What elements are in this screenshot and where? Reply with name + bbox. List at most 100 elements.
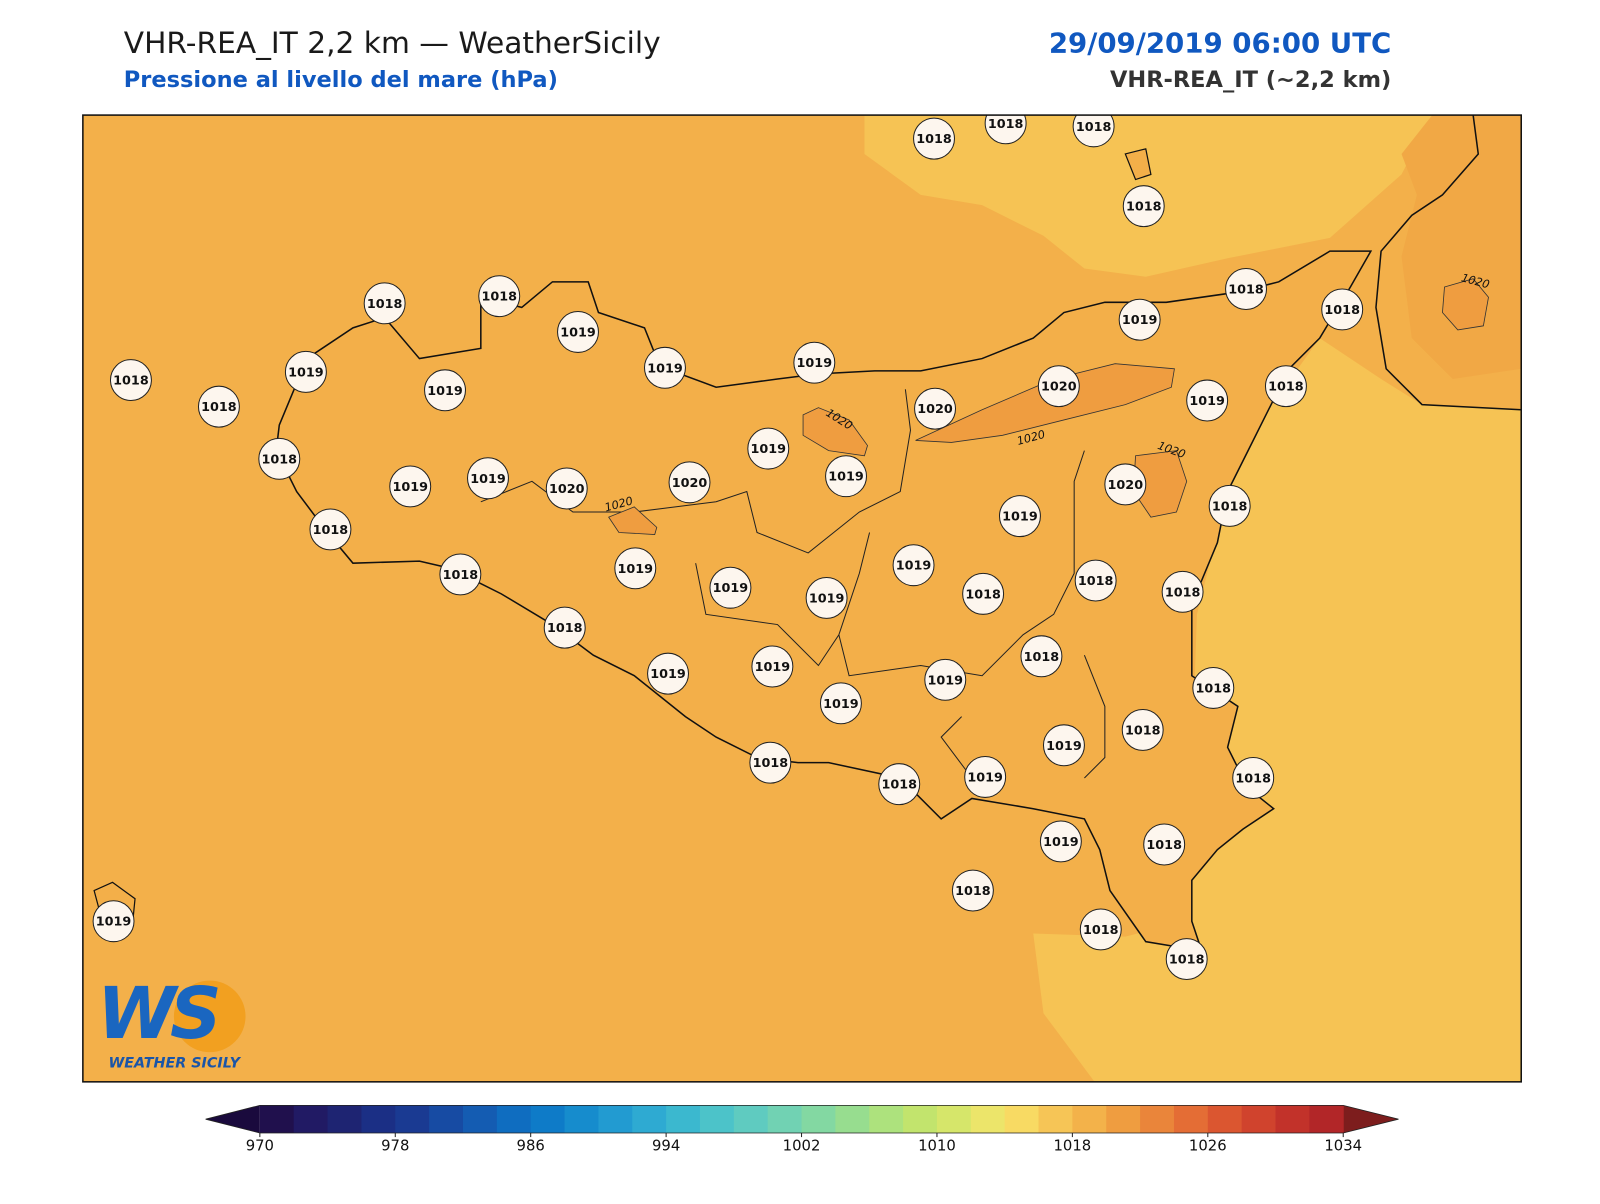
- station-value: 1018: [988, 117, 1024, 132]
- station: 1018: [951, 869, 994, 912]
- station: 1019: [614, 547, 657, 590]
- colorbar-bin: [1004, 1105, 1040, 1133]
- station-marker: [998, 495, 1041, 538]
- colorbar-bin: [361, 1105, 396, 1133]
- station-value: 1019: [288, 365, 324, 380]
- station-value: 1018: [1235, 772, 1271, 787]
- contour-area: [915, 363, 1175, 443]
- station-marker: [1186, 379, 1229, 422]
- colorbar-bin: [564, 1105, 599, 1133]
- station-marker: [1225, 268, 1268, 310]
- colorbar-extend-low: [205, 1105, 260, 1133]
- station: 1018: [1072, 115, 1115, 148]
- station-value: 1019: [797, 356, 833, 371]
- station-value: 1019: [823, 697, 859, 712]
- station-value: 1019: [751, 442, 787, 457]
- datetime: 29/09/2019 06:00 UTC: [1049, 27, 1391, 60]
- station: 1019: [92, 900, 135, 943]
- station-value: 1020: [1108, 478, 1144, 493]
- colorbar-bin: [496, 1105, 532, 1133]
- colorbar-tick-label: 1026: [1189, 1137, 1227, 1154]
- station-marker: [557, 310, 599, 353]
- station-value: 1018: [1228, 283, 1264, 298]
- station-value: 1018: [367, 297, 403, 312]
- station: 1018: [1165, 938, 1208, 981]
- station: 1020: [668, 461, 711, 504]
- station-value: 1019: [392, 480, 428, 495]
- station-value: 1018: [1324, 303, 1360, 318]
- station: 1019: [557, 310, 599, 353]
- station: 1019: [924, 658, 967, 701]
- station: 1018: [984, 115, 1027, 145]
- station-value: 1018: [262, 452, 298, 467]
- station-marker: [614, 547, 657, 590]
- station: 1019: [805, 576, 848, 619]
- station-value: 1019: [809, 591, 845, 606]
- station: 1018: [1225, 268, 1268, 310]
- station-marker: [1079, 908, 1122, 951]
- map: 1018 1018 1018 1018 1018 1018 1019 1019 1019 1019…: [82, 115, 1522, 1082]
- station-marker: [1122, 185, 1165, 228]
- colorbar-extend-high: [1343, 1105, 1399, 1133]
- colorbar-tick-label: 1010: [918, 1137, 956, 1154]
- station: 1018: [478, 275, 521, 318]
- station-marker: [545, 467, 588, 510]
- station-value: 1018: [1165, 585, 1201, 600]
- station: 1019: [424, 369, 466, 412]
- station: 1019: [1042, 724, 1085, 767]
- station-marker: [1020, 635, 1063, 678]
- station: 1018: [197, 385, 240, 428]
- station: 1019: [709, 566, 752, 609]
- station: 1018: [878, 763, 921, 806]
- logo: WS WEATHER SICILY: [97, 972, 246, 1071]
- map-frame: [82, 114, 1522, 1083]
- station: 1020: [1104, 463, 1147, 506]
- calabria-coastline: [1375, 115, 1522, 411]
- station-value: 1020: [672, 476, 708, 491]
- station-value: 1018: [753, 756, 789, 771]
- station-marker: [1039, 820, 1082, 863]
- station: 1018: [962, 572, 1005, 615]
- colorbar-tick-label: 1018: [1054, 1137, 1092, 1154]
- colorbar-bin: [936, 1105, 972, 1133]
- station-marker: [284, 350, 327, 393]
- station-marker: [389, 465, 432, 508]
- station-value: 1018: [1268, 380, 1304, 395]
- station-marker: [749, 741, 792, 784]
- station: 1020: [914, 387, 957, 430]
- station-marker: [793, 341, 836, 384]
- station-marker: [1074, 559, 1117, 602]
- station-value: 1019: [618, 562, 654, 577]
- station: 1018: [258, 437, 301, 480]
- station: 1019: [1039, 820, 1082, 863]
- colorbar-bin: [835, 1105, 870, 1133]
- station-value: 1018: [955, 884, 991, 899]
- station-marker: [309, 508, 352, 551]
- stations: 1018 1018 1018 1018 1018 1018 1019 1019 1019 1019…: [92, 115, 1364, 981]
- station-value: 1018: [1024, 650, 1060, 665]
- station: 1019: [751, 645, 794, 688]
- station-marker: [892, 544, 935, 587]
- station-value: 1019: [1002, 510, 1038, 525]
- station: 1018: [1121, 708, 1164, 751]
- station-value: 1018: [1078, 574, 1114, 589]
- station-marker: [668, 461, 711, 504]
- station: 1019: [1118, 298, 1161, 341]
- station-marker: [1161, 570, 1204, 613]
- station-marker: [1264, 365, 1307, 408]
- station: 1019: [389, 465, 432, 508]
- colorbar: 970 978 986 994 1002 1010 1018 1026 1034: [205, 1104, 1399, 1154]
- colorbar-bin: [699, 1105, 735, 1133]
- station-value: 1019: [1046, 739, 1082, 754]
- station-value: 1019: [1189, 394, 1225, 409]
- station-value: 1018: [443, 568, 479, 583]
- station-marker: [109, 359, 152, 402]
- colorbar-bin: [1106, 1105, 1141, 1133]
- station-value: 1019: [1122, 313, 1158, 328]
- station: 1018: [109, 359, 152, 402]
- station-marker: [1042, 724, 1085, 767]
- station-marker: [984, 115, 1027, 145]
- station-marker: [478, 275, 521, 318]
